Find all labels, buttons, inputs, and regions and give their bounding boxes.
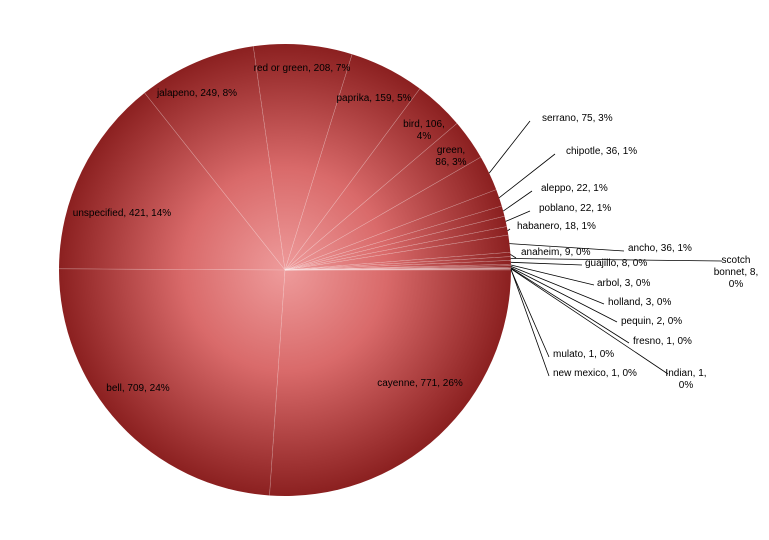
data-label-jalapeno: jalapeno, 249, 8% [156,88,237,99]
data-label-chipotle: chipotle, 36, 1% [566,146,637,157]
leader-line-habanero [507,228,511,232]
leader-lines [488,120,723,377]
slice-separator [284,189,497,271]
pie-slice-bell [58,268,286,496]
pie-slice-ancho [285,235,511,270]
pie-slice-unspecified [59,92,285,271]
data-label-unspecified: unspecified, 421, 14% [73,208,172,219]
pie-slice-fresno [285,268,511,270]
leader-line-indian [510,268,669,375]
slice-separator [284,54,353,271]
pie-slice-arbol [285,264,511,270]
data-label-green: green, 86, 3% [435,145,466,168]
slice-separator [284,265,511,271]
data-label-guajillo: guajillo, 8, 0% [585,258,647,269]
data-label-arbol: arbol, 3, 0% [597,278,650,289]
data-label-holland: holland, 3, 0% [608,297,671,308]
pie-slice-habanero [285,226,509,270]
slice-separator [284,267,511,271]
leader-line-arbol [510,264,595,286]
leader-line-fresno [510,267,630,344]
leader-line-poblano [505,210,531,222]
leader-line-pequin [510,267,618,323]
slice-separator [252,46,286,271]
pie-slice-green [285,123,481,270]
slice-separator [284,256,511,271]
data-label-aleppo: aleppo, 22, 1% [541,183,608,194]
pie-slice-poblano [285,216,507,270]
pie-slice-cayenne [269,270,511,497]
data-label-ancho: ancho, 36, 1% [628,243,692,254]
data-label-pequin: pequin, 2, 0% [621,316,682,327]
data-label-fresno: fresno, 1, 0% [633,336,692,347]
data-label-indian: Indian, 1, 0% [665,368,706,391]
pie-slice-anaheim [285,252,511,270]
leader-line-mulato [510,269,550,358]
slice-separator [284,123,458,271]
slice-separator [284,268,512,271]
pie-slice-bird [285,88,457,270]
data-label-serrano: serrano, 75, 3% [542,113,613,124]
leader-line-guajillo [510,261,583,266]
data-label-new-mexico: new mexico, 1, 0% [553,368,637,379]
slice-separator [144,92,286,271]
leader-line-ancho [509,243,625,252]
slice-separator [284,268,512,271]
pie-slice-aleppo [285,206,505,270]
data-label-paprika: paprika, 159, 5% [336,93,411,104]
leader-line-chipotle [498,153,556,199]
data-label-mulato: mulato, 1, 0% [553,349,614,360]
data-label-scotch-bonnet: scotch bonnet, 8, 0% [714,255,758,290]
data-label-bird: bird, 106, 4% [403,119,445,142]
pie-slice-indian [285,268,512,270]
data-label-bell: bell, 709, 24% [106,383,169,394]
leader-line-anaheim [510,254,517,259]
slice-separator [284,266,511,271]
slice-separator [284,156,481,271]
pie-slice-jalapeno [144,46,285,270]
pie-slice-serrano [285,157,497,270]
leader-line-scotch-bonnet [510,258,723,262]
leader-line-holland [510,266,605,305]
data-label-poblano: poblano, 22, 1% [539,203,611,214]
slice-separator [284,226,507,271]
slice-separator [284,251,511,271]
slice-separator [284,260,511,271]
data-label-habanero: habanero, 18, 1% [517,221,596,232]
pie-slice-chipotle [285,189,502,270]
slice-separator [58,268,286,271]
slice-separator [284,234,509,271]
pie-slice-paprika [285,54,420,270]
slice-separator [284,88,421,271]
slice-separator [269,269,286,496]
pie-slice-scotch-bonnet [285,256,511,270]
pie-slices [58,44,512,497]
data-label-red-or-green: red or green, 208, 7% [254,63,351,74]
pie-slice-pequin [285,267,511,270]
leader-line-new-mexico [510,269,550,377]
data-label-cayenne: cayenne, 771, 26% [377,378,463,389]
data-labels: cayenne, 771, 26% bell, 709, 24% unspecifi… [73,63,758,394]
data-label-anaheim: anaheim, 9, 0% [521,247,591,258]
pie-slice-new-mexico [285,269,512,270]
pie-slice-guajillo [285,260,511,270]
leader-line-serrano [488,120,531,174]
slice-separator [284,215,505,271]
pie-slice-red-or-green [253,44,353,270]
leader-line-aleppo [502,190,533,212]
pie-slice-holland [285,265,511,270]
slice-separator [284,205,502,271]
slice-separator [284,263,511,271]
